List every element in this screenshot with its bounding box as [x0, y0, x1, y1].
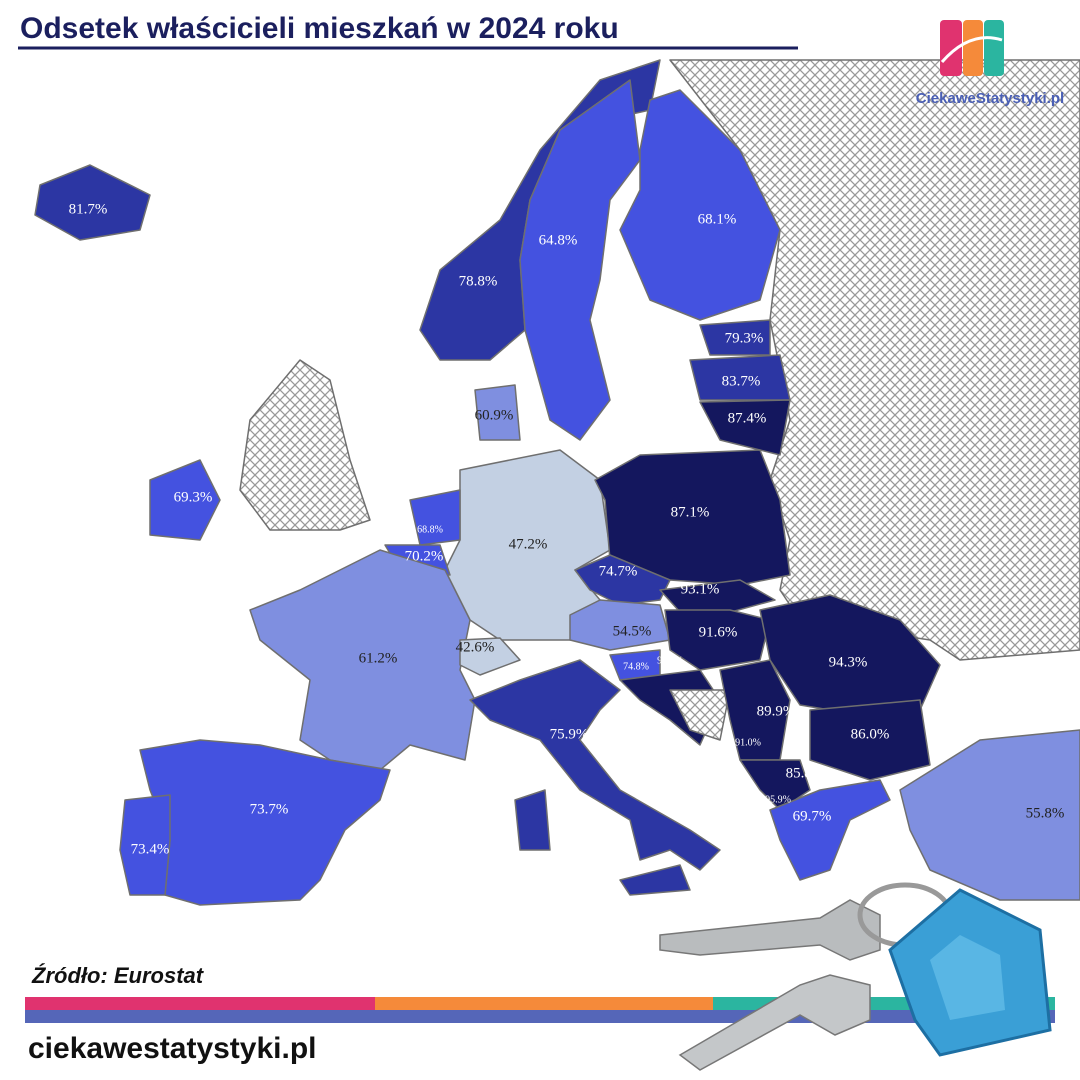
value-label: 91.0% — [657, 655, 683, 666]
country — [459, 637, 521, 676]
value-label: 91.0% — [735, 737, 761, 748]
country — [139, 739, 391, 906]
footer-url: ciekawestatystyki.pl — [28, 1032, 317, 1065]
value-label: 86.0% — [851, 726, 890, 742]
value-label: 89.9% — [757, 703, 796, 719]
country — [409, 489, 461, 546]
country — [699, 399, 791, 456]
value-label: 68.1% — [698, 211, 737, 227]
value-label: 64.8% — [539, 232, 578, 248]
no-data-region — [669, 689, 731, 741]
country — [619, 864, 691, 896]
country — [469, 659, 721, 871]
map-labels: 81.7% 78.8% 64.8% 68.1% 79.3% 83.7% 87.4… — [69, 201, 1065, 857]
no-data-region — [239, 359, 371, 531]
country — [664, 609, 771, 671]
logo: CiekaweStatystyki.pl — [916, 20, 1064, 107]
value-label: 87.4% — [728, 410, 767, 426]
country — [594, 449, 791, 586]
value-label: 87.1% — [671, 504, 710, 520]
source: Źródło: Eurostat — [31, 963, 205, 988]
country — [474, 384, 521, 441]
country — [769, 779, 891, 881]
value-label: 81.7% — [69, 201, 108, 217]
value-label: 55.8% — [1026, 805, 1065, 821]
country — [619, 89, 781, 321]
value-label: 83.7% — [722, 373, 761, 389]
value-label: 79.3% — [725, 330, 764, 346]
country — [249, 549, 476, 771]
country — [574, 554, 671, 606]
countries — [34, 59, 1080, 906]
value-label: 75.9% — [550, 726, 589, 742]
value-label: 94.3% — [829, 654, 868, 670]
value-label: 85.8% — [786, 765, 825, 781]
value-label: 42.6% — [456, 639, 495, 655]
value-label: 69.7% — [793, 808, 832, 824]
country — [809, 699, 931, 781]
value-label: 60.9% — [475, 407, 514, 423]
country — [149, 459, 221, 541]
value-label: 54.5% — [613, 623, 652, 639]
country — [659, 579, 776, 616]
title: Odsetek właścicieli mieszkań w 2024 roku — [20, 12, 619, 45]
value-label: 74.8% — [623, 661, 649, 672]
stripe — [25, 997, 375, 1010]
value-label: 61.2% — [359, 650, 398, 666]
value-label: 69.3% — [174, 489, 213, 505]
stripe — [375, 997, 713, 1010]
country — [519, 79, 641, 441]
value-label: 93.1% — [681, 581, 720, 597]
country — [34, 164, 151, 241]
stripe — [25, 1010, 1055, 1023]
value-label: 70.2% — [405, 548, 444, 564]
value-label: 91.6% — [699, 624, 738, 640]
value-label: 68.8% — [417, 524, 443, 535]
value-label: 78.8% — [459, 273, 498, 289]
country — [514, 789, 551, 851]
value-label: 73.4% — [131, 841, 170, 857]
value-label: 47.2% — [509, 536, 548, 552]
keys-illustration — [659, 882, 1052, 1071]
value-label: 73.7% — [250, 801, 289, 817]
logo-text: CiekaweStatystyki.pl — [916, 90, 1064, 107]
value-label: 74.7% — [599, 563, 638, 579]
value-label: 95.9% — [765, 794, 791, 805]
country — [119, 794, 171, 896]
country — [899, 729, 1080, 901]
